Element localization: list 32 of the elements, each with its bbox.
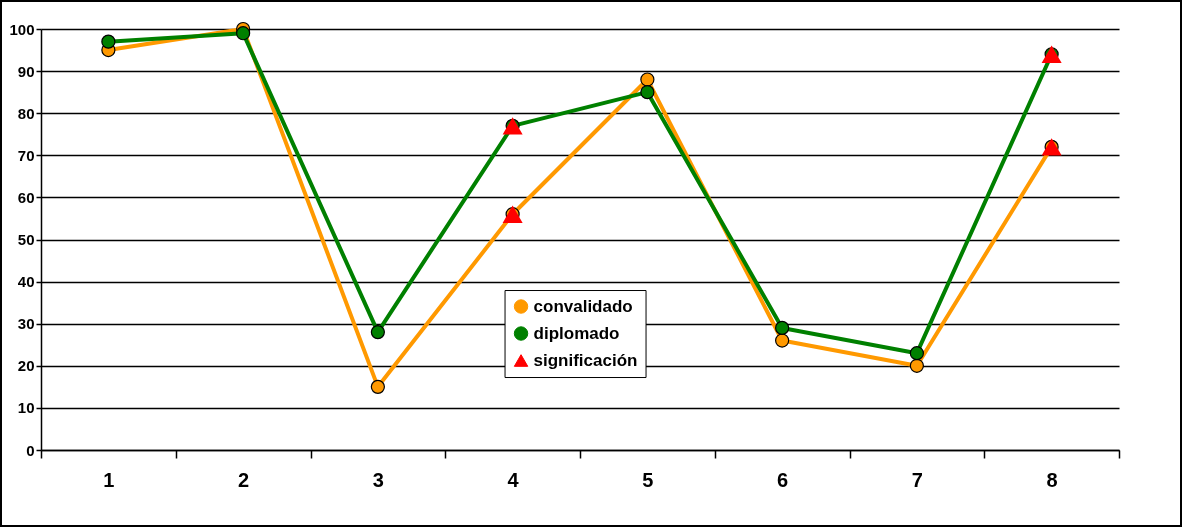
y-tick-label: 40 <box>17 273 35 291</box>
x-tick-label: 2 <box>238 468 250 491</box>
y-tick-label: 0 <box>26 441 35 459</box>
x-tick-label: 7 <box>911 468 923 491</box>
point <box>236 26 251 41</box>
point <box>775 333 790 348</box>
x-tick-label: 4 <box>507 468 520 491</box>
legend-label: convalidado <box>533 296 633 316</box>
x-tick-label: 6 <box>777 468 789 491</box>
point <box>909 346 924 361</box>
x-tick-label: 1 <box>103 468 115 491</box>
y-tick-label: 50 <box>17 231 35 248</box>
x-tick-label: 5 <box>642 468 654 491</box>
point <box>101 34 116 49</box>
x-tick-label: 8 <box>1046 468 1058 491</box>
y-tick-label: 70 <box>17 146 35 164</box>
y-tick-label: 100 <box>9 20 35 38</box>
x-tick-label: 3 <box>372 468 384 491</box>
legend-label: significación <box>533 350 638 370</box>
point <box>775 320 790 336</box>
point <box>640 85 655 100</box>
point <box>909 358 924 373</box>
point <box>640 72 655 87</box>
y-tick-label: 60 <box>17 188 35 206</box>
y-tick-label: 90 <box>17 62 35 80</box>
legend-label: diplomado <box>533 323 620 343</box>
point <box>370 325 385 340</box>
y-tick-label: 80 <box>17 104 35 122</box>
y-tick-label: 20 <box>17 357 35 375</box>
y-tick-label: 30 <box>17 315 35 333</box>
point <box>370 379 385 394</box>
y-tick-label: 10 <box>17 399 35 417</box>
